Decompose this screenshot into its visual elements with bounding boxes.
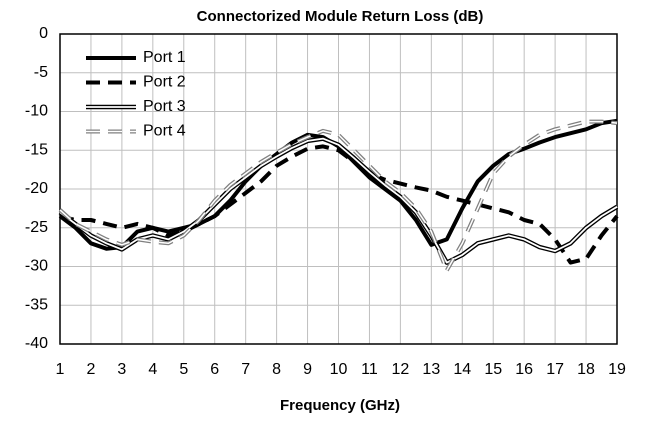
legend-label: Port 3	[143, 98, 186, 115]
legend-label: Port 4	[143, 123, 186, 140]
x-tick-label: 15	[484, 361, 502, 378]
x-tick-label: 6	[210, 361, 219, 378]
legend-label: Port 2	[143, 74, 186, 91]
y-tick-label: -35	[25, 296, 48, 313]
x-tick-label: 4	[148, 361, 157, 378]
y-tick-label: -40	[25, 335, 48, 352]
x-tick-label: 17	[546, 361, 564, 378]
y-tick-label: -30	[25, 258, 48, 275]
x-axis-label: Frequency (GHz)	[280, 397, 400, 414]
series-line	[59, 144, 619, 265]
x-tick-label: 14	[453, 361, 471, 378]
plot-frame	[59, 33, 618, 345]
x-tick-label: 5	[179, 361, 188, 378]
x-tick-label: 18	[577, 361, 595, 378]
y-tick-label: -20	[25, 180, 48, 197]
x-tick-label: 19	[608, 361, 626, 378]
x-tick-label: 8	[272, 361, 281, 378]
x-tick-label: 3	[117, 361, 126, 378]
legend-label: Port 1	[143, 49, 186, 66]
x-tick-label: 2	[86, 361, 95, 378]
x-tick-label: 12	[391, 361, 409, 378]
y-tick-label: -10	[25, 103, 48, 120]
x-tick-label: 1	[56, 361, 65, 378]
y-tick-label: -5	[34, 64, 48, 81]
x-tick-label: 10	[330, 361, 348, 378]
x-tick-label: 9	[303, 361, 312, 378]
y-tick-label: 0	[39, 25, 48, 42]
x-tick-label: 13	[422, 361, 440, 378]
y-tick-label: -15	[25, 141, 48, 158]
x-tick-label: 7	[241, 361, 250, 378]
x-tick-label: 11	[361, 361, 378, 378]
series-line-inner	[59, 137, 618, 264]
y-tick-label: -25	[25, 219, 48, 236]
chart-title: Connectorized Module Return Loss (dB)	[197, 8, 484, 25]
x-tick-label: 16	[515, 361, 533, 378]
